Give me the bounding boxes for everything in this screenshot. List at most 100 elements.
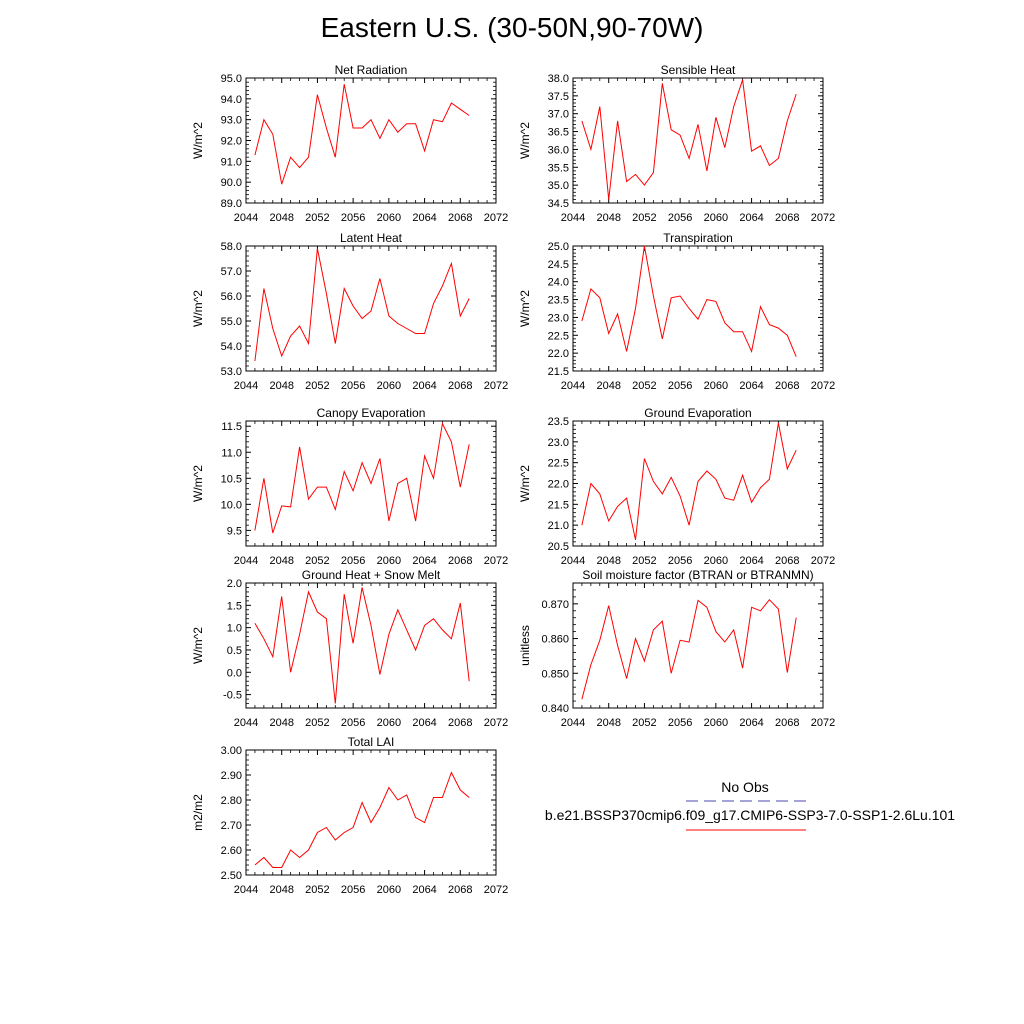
x-tick-label: 2052 [305, 884, 329, 896]
y-tick-label: 11.5 [221, 421, 242, 433]
y-tick-label: 23.5 [548, 416, 569, 428]
x-tick-label: 2064 [412, 884, 436, 896]
y-tick-label: 91.0 [221, 156, 242, 168]
y-tick-label: 21.0 [548, 520, 569, 532]
y-tick-label: 37.5 [548, 91, 569, 103]
x-tick-label: 2048 [269, 555, 293, 567]
x-tick-label: 2072 [484, 884, 508, 896]
y-tick-label: 22.5 [548, 330, 569, 342]
x-tick-label: 2056 [668, 380, 692, 392]
y-tick-label: 34.5 [548, 198, 569, 210]
y-tick-label: 21.5 [548, 499, 569, 511]
y-tick-label: 0.5 [227, 645, 242, 657]
x-tick-label: 2048 [596, 212, 620, 224]
chart-panel-3: 2044 2048 2052 2056 2060 2064 2068 2072 21.5 22.0… [518, 231, 835, 392]
x-tick-label: 2064 [412, 212, 436, 224]
x-tick-label: 2068 [775, 212, 799, 224]
y-tick-label: 37.0 [548, 109, 569, 121]
y-tick-label: 0.860 [541, 634, 569, 646]
y-tick-label: 23.0 [548, 437, 569, 449]
x-tick-label: 2068 [775, 555, 799, 567]
y-tick-label: 20.5 [548, 541, 569, 553]
x-tick-label: 2060 [377, 212, 401, 224]
plot-frame [245, 749, 497, 876]
x-tick-label: 2044 [561, 212, 585, 224]
y-tick-label: 0.0 [227, 667, 242, 679]
y-tick-label: 10.5 [221, 473, 242, 485]
x-tick-label: 2060 [377, 884, 401, 896]
x-tick-label: 2048 [596, 555, 620, 567]
x-tick-label: 2068 [448, 380, 472, 392]
x-tick-label: 2052 [305, 212, 329, 224]
y-axis-label: m2/m2 [191, 794, 205, 831]
y-tick-label: 3.00 [221, 745, 242, 757]
y-tick-label: 36.0 [548, 144, 569, 156]
y-tick-label: 22.0 [548, 348, 569, 360]
y-tick-label: 10.0 [221, 499, 242, 511]
y-tick-label: 22.5 [548, 458, 569, 470]
chart-panel-6: 2044 2048 2052 2056 2060 2064 2068 2072 -0.5 0.0 0… [191, 568, 508, 729]
x-tick-label: 2048 [596, 717, 620, 729]
y-axis-label: W/m^2 [518, 290, 532, 327]
x-tick-label: 2060 [377, 555, 401, 567]
y-tick-label: -0.5 [223, 690, 242, 702]
plot-frame [245, 582, 497, 709]
chart-panel-1: 2044 2048 2052 2056 2060 2064 2068 2072 34.5 35.0… [518, 63, 835, 224]
x-tick-label: 2072 [811, 212, 835, 224]
y-axis-label: W/m^2 [191, 122, 205, 159]
x-tick-label: 2072 [484, 717, 508, 729]
y-tick-label: 23.5 [548, 295, 569, 307]
x-tick-label: 2044 [561, 380, 585, 392]
y-tick-label: 1.5 [227, 600, 242, 612]
x-tick-label: 2060 [377, 380, 401, 392]
y-tick-label: 54.0 [221, 341, 242, 353]
x-tick-label: 2064 [739, 555, 763, 567]
x-tick-label: 2064 [412, 380, 436, 392]
x-tick-label: 2072 [811, 380, 835, 392]
x-tick-label: 2052 [632, 717, 656, 729]
y-tick-label: 2.80 [221, 795, 242, 807]
series-line [581, 598, 797, 700]
x-tick-label: 2044 [234, 212, 258, 224]
x-tick-label: 2048 [269, 380, 293, 392]
x-tick-label: 2044 [234, 717, 258, 729]
y-axis-label: W/m^2 [518, 465, 532, 502]
y-tick-label: 1.0 [227, 623, 242, 635]
x-tick-label: 2052 [632, 555, 656, 567]
x-tick-label: 2068 [448, 717, 472, 729]
y-tick-label: 56.0 [221, 291, 242, 303]
chart-panel-2: 2044 2048 2052 2056 2060 2064 2068 2072 53.0 54.0… [191, 231, 508, 392]
y-tick-label: 35.0 [548, 180, 569, 192]
x-tick-label: 2072 [811, 555, 835, 567]
x-tick-label: 2056 [668, 212, 692, 224]
x-tick-label: 2060 [704, 380, 728, 392]
y-axis-label: W/m^2 [191, 290, 205, 327]
x-tick-label: 2072 [484, 555, 508, 567]
y-tick-label: 9.5 [227, 525, 242, 537]
x-tick-label: 2060 [704, 717, 728, 729]
y-tick-label: 25.0 [548, 241, 569, 253]
y-tick-label: 0.870 [541, 599, 569, 611]
y-tick-label: 2.0 [227, 578, 242, 590]
x-tick-label: 2056 [341, 555, 365, 567]
x-tick-label: 2072 [484, 212, 508, 224]
x-tick-label: 2056 [668, 717, 692, 729]
y-tick-label: 35.5 [548, 162, 569, 174]
x-tick-label: 2044 [234, 555, 258, 567]
y-tick-label: 93.0 [221, 115, 242, 127]
panel-title: Soil moisture factor (BTRAN or BTRANMN) [582, 568, 813, 582]
y-axis-label: unitless [518, 625, 532, 666]
panel-title: Transpiration [663, 231, 733, 245]
panel-title: Total LAI [348, 735, 395, 749]
series-line [581, 423, 797, 540]
x-tick-label: 2068 [775, 717, 799, 729]
x-tick-label: 2044 [561, 555, 585, 567]
y-tick-label: 24.0 [548, 277, 569, 289]
y-tick-label: 2.50 [221, 870, 242, 882]
x-tick-label: 2052 [305, 555, 329, 567]
x-tick-label: 2056 [341, 884, 365, 896]
y-tick-label: 23.0 [548, 312, 569, 324]
x-tick-label: 2060 [704, 555, 728, 567]
x-tick-label: 2052 [632, 380, 656, 392]
